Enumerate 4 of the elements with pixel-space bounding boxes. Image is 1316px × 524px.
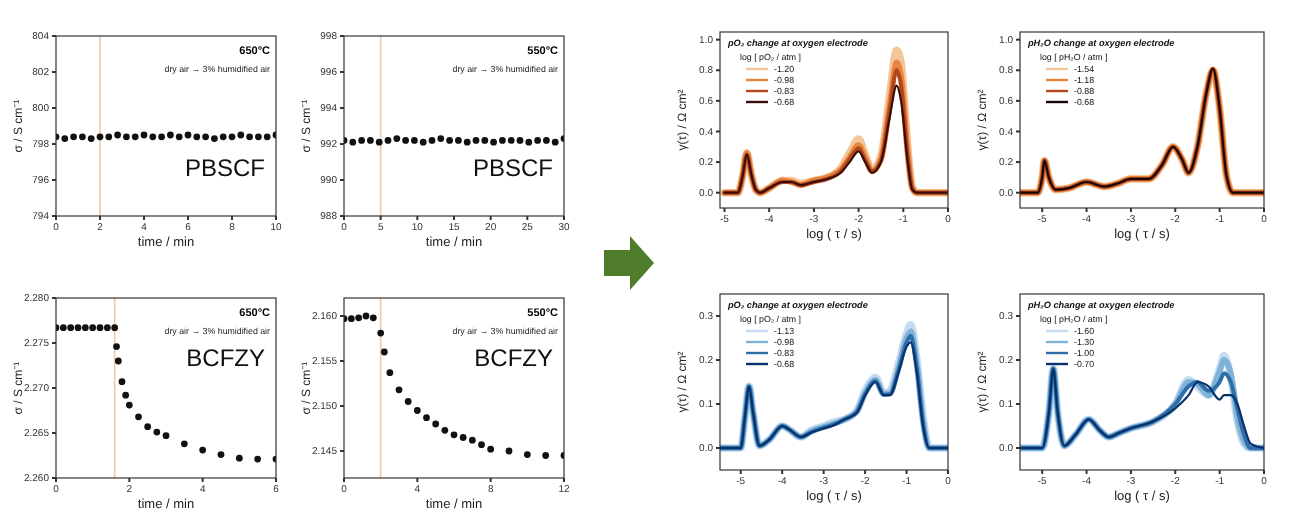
annotation: BCFZY <box>186 344 265 373</box>
annotation: PBSCF <box>472 154 553 183</box>
annotation: PBSCF <box>184 154 265 183</box>
annotation: BCFZY <box>474 344 553 373</box>
